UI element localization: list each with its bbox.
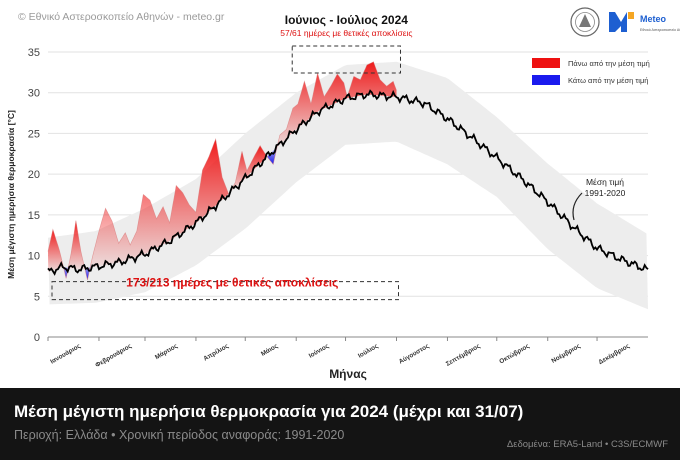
x-tick-label: Σεπτέμβριος	[445, 342, 482, 368]
mean-callout-label: Μέση τιμή	[586, 177, 624, 187]
meteo-logo	[609, 12, 634, 32]
mean-callout-arrow	[572, 192, 583, 221]
footer-bar	[0, 388, 680, 460]
legend-below-swatch	[532, 75, 560, 85]
x-tick-label: Αύγουστος	[398, 342, 431, 365]
y-tick-label: 25	[28, 128, 40, 140]
logo-text: Meteo	[640, 14, 667, 24]
copyright-text: © Εθνικό Αστεροσκοπείο Αθηνών - meteo.gr	[18, 11, 225, 23]
y-tick-label: 5	[34, 291, 40, 303]
logo-subtext: Εθνικό Αστεροσκοπείο Αθηνών	[640, 28, 680, 32]
x-tick-label: Δεκέμβριος	[597, 342, 631, 366]
logo-m-shape	[615, 12, 627, 32]
y-tick-label: 10	[28, 251, 40, 263]
y-tick-label: 0	[34, 332, 40, 344]
x-tick-label: Νοέμβριος	[550, 342, 582, 364]
x-tick-label: Φεβρουάριος	[94, 342, 133, 369]
x-tick-label: Οκτώβριος	[498, 342, 531, 365]
seal-inner-ring	[575, 12, 595, 32]
y-axis-label: Μέση μέγιστη ημερήσια θερμοκρασία [°C]	[6, 110, 16, 279]
anomaly-above-fill	[277, 61, 397, 147]
june-july-subtitle: 57/61 ημέρες με θετικές αποκλίσεις	[280, 28, 412, 38]
mean-callout-period: 1991-2020	[585, 188, 626, 198]
x-tick-label: Ιούνιος	[308, 342, 331, 359]
x-axis-label: Μήνας	[329, 367, 367, 381]
legend-above-label: Πάνω από την μέση τιμή	[568, 59, 650, 68]
logo-bar-left	[609, 12, 615, 32]
series-2024-line	[47, 61, 397, 281]
x-tick-label: Μάιος	[260, 342, 280, 358]
y-tick-label: 20	[28, 169, 40, 181]
footer-subtitle: Περιοχή: Ελλάδα • Χρονική περίοδος αναφο…	[14, 428, 345, 442]
x-tick-label: Μάρτιος	[154, 342, 180, 361]
y-tick-label: 15	[28, 210, 40, 222]
total-annotation-text: 173/213 ημέρες με θετικές αποκλίσεις	[126, 276, 338, 290]
x-tick-label: Απρίλιος	[202, 341, 231, 362]
anomaly-above-fill	[68, 220, 85, 270]
seal-outer-ring	[570, 7, 600, 37]
climatology-band	[48, 61, 648, 310]
anomaly-above-fill	[230, 145, 268, 192]
logo-accent	[628, 12, 634, 19]
x-tick-label: Ιούλιος	[357, 341, 381, 359]
x-tick-label: Ιανουάριος	[49, 342, 82, 365]
legend-below-label: Κάτω από την μέση τιμή	[568, 76, 648, 85]
y-tick-label: 35	[28, 47, 40, 59]
june-july-title: Ιούνιος - Ιούλιος 2024	[285, 13, 408, 27]
anomaly-above-fill	[90, 139, 229, 268]
legend-above-swatch	[532, 58, 560, 68]
footer-source: Δεδομένα: ERA5-Land • C3S/ECMWF	[506, 439, 668, 450]
y-tick-label: 30	[28, 88, 40, 100]
seal-emblem	[579, 14, 591, 27]
june-july-box	[291, 45, 401, 74]
footer-title: Μέση μέγιστη ημερήσια θερμοκρασία για 20…	[14, 402, 524, 421]
anomaly-above-fill	[48, 229, 64, 272]
series-mean-line	[47, 89, 649, 276]
noa-seal-icon	[570, 7, 600, 37]
